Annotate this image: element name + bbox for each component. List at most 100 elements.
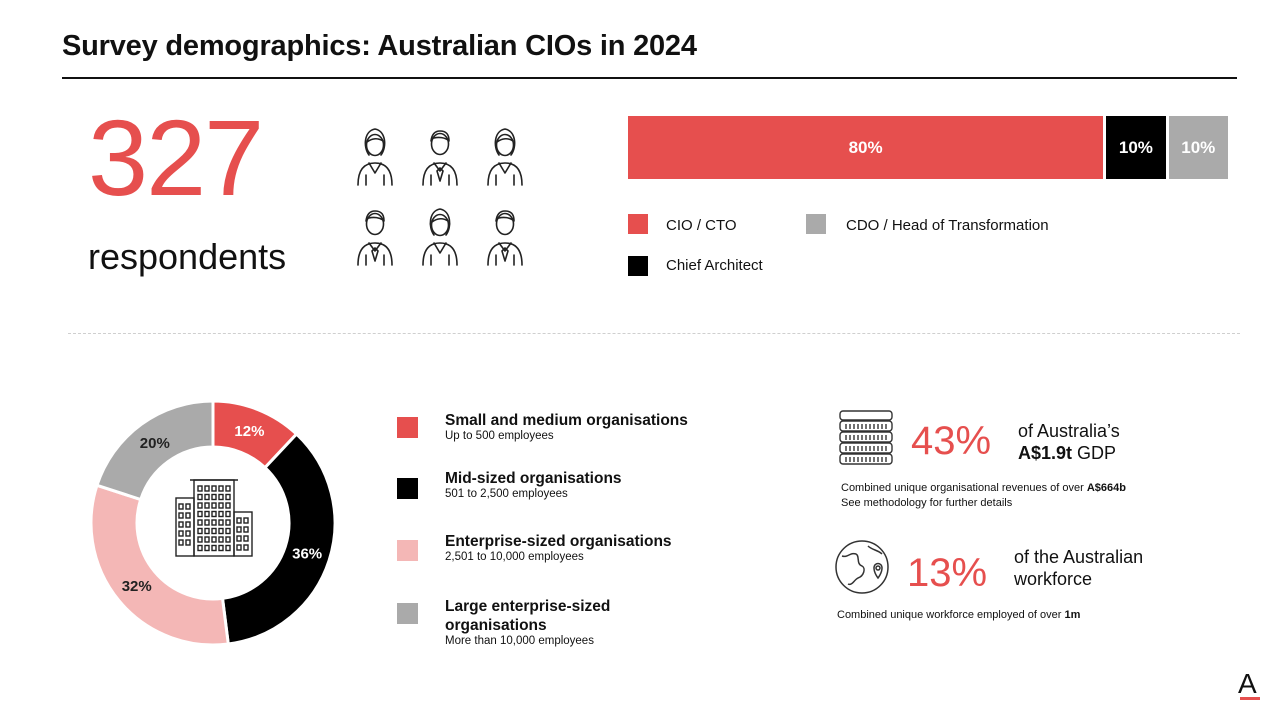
building-window: [225, 510, 231, 518]
male-user-icon: [422, 130, 458, 186]
building-window: [204, 493, 210, 501]
org-swatch-enterprise: [397, 540, 418, 561]
building-window: [178, 530, 184, 537]
building-window: [218, 544, 224, 552]
gdp-percentage: 43%: [911, 419, 992, 463]
gdp-amount: A$1.9t: [1018, 443, 1073, 463]
building-window: [225, 519, 231, 526]
donut-label-0: 12%: [234, 423, 264, 440]
globe-location-icon: [835, 540, 889, 594]
building-window: [211, 493, 217, 501]
role-bar-label-2: 10%: [1181, 137, 1216, 157]
org-subtitle-mid: 501 to 2,500 employees: [445, 488, 568, 500]
building-window: [178, 521, 184, 528]
building-window: [185, 530, 191, 537]
donut-slice-1: [220, 431, 336, 646]
legend-label-cdo: CDO / Head of Transformation: [846, 217, 1049, 234]
section-divider: [68, 333, 1240, 334]
building-window: [204, 536, 210, 543]
building-window: [243, 544, 249, 551]
building-window: [197, 485, 203, 492]
building-window: [218, 527, 224, 535]
building-window: [197, 510, 203, 518]
gdp-line-2: A$1.9t GDP: [1018, 442, 1116, 464]
coins-icon: [839, 410, 893, 465]
building-window: [211, 536, 217, 543]
gdp-suffix: GDP: [1072, 443, 1117, 463]
building-window: [178, 512, 184, 519]
building-window: [197, 493, 203, 501]
building-window: [211, 502, 217, 509]
building-window: [197, 536, 203, 543]
building-window: [204, 544, 210, 552]
legend-swatch-cdo: [806, 214, 826, 234]
female-user-icon: [422, 208, 458, 266]
donut-label-1: 36%: [292, 546, 322, 563]
gdp-methodology-note: See methodology for further details: [841, 497, 1013, 509]
building-window: [211, 510, 217, 518]
building-window: [243, 526, 249, 533]
people-icon-group: [357, 128, 523, 266]
gdp-line-1: of Australia’s: [1018, 421, 1120, 441]
building-window: [218, 493, 224, 501]
building-window: [225, 536, 231, 543]
building-window: [218, 510, 224, 518]
building-window: [197, 502, 203, 509]
building-window: [185, 539, 191, 546]
role-bar-label-0: 80%: [848, 137, 883, 157]
building-window: [204, 519, 210, 526]
building-window: [185, 503, 191, 510]
building-window: [178, 503, 184, 510]
org-title-enterprise: Enterprise-sized organisations: [445, 533, 672, 550]
workforce-line-2: workforce: [1014, 569, 1093, 589]
brand-logo: A: [1238, 668, 1257, 699]
male-user-icon: [487, 210, 523, 266]
building-window: [204, 502, 210, 509]
workforce-note-bold: 1m: [1064, 609, 1081, 621]
building-window: [185, 512, 191, 519]
building-window: [236, 535, 242, 542]
building-window: [236, 517, 242, 524]
donut-label-3: 20%: [140, 435, 170, 452]
building-window: [218, 485, 224, 492]
gdp-note-bold: A$664b: [1086, 482, 1126, 494]
office-building-icon: [175, 479, 253, 557]
title-divider: [62, 77, 1237, 79]
building-window: [178, 539, 184, 546]
org-subtitle-enterprise: 2,501 to 10,000 employees: [445, 551, 584, 563]
building-window: [225, 485, 231, 492]
male-user-icon: [357, 210, 393, 266]
building-window: [197, 544, 203, 552]
building-window: [211, 485, 217, 492]
building-window: [236, 544, 242, 551]
workforce-note: Combined unique workforce employed of ov…: [837, 609, 1080, 621]
building-window: [185, 521, 191, 528]
female-user-icon: [487, 128, 523, 186]
role-bar-label-1: 10%: [1118, 137, 1153, 157]
legend-swatch-architect: [628, 256, 648, 276]
brand-logo-accent: [1240, 697, 1260, 700]
workforce-note-prefix: Combined unique workforce employed of ov…: [837, 609, 1065, 621]
building-window: [225, 502, 231, 509]
legend-label-architect: Chief Architect: [666, 257, 763, 274]
building-window: [211, 519, 217, 526]
building-window: [218, 502, 224, 509]
female-user-icon: [357, 128, 393, 186]
org-title-small: Small and medium organisations: [445, 412, 688, 429]
workforce-percentage: 13%: [907, 551, 988, 595]
gdp-note: Combined unique organisational revenues …: [841, 482, 1126, 494]
org-title-mid: Mid-sized organisations: [445, 470, 622, 487]
org-swatch-mid: [397, 478, 418, 499]
legend-label-cio: CIO / CTO: [666, 217, 737, 234]
building-window: [197, 527, 203, 535]
building-window: [218, 536, 224, 543]
page-title: Survey demographics: Australian CIOs in …: [62, 30, 697, 62]
building-window: [211, 544, 217, 552]
building-window: [225, 493, 231, 501]
donut-label-2: 32%: [122, 578, 152, 595]
respondent-count: 327: [88, 97, 264, 218]
workforce-line-1: of the Australian: [1014, 547, 1144, 567]
org-subtitle-small: Up to 500 employees: [445, 430, 554, 442]
building-window: [236, 526, 242, 533]
building-window: [204, 485, 210, 492]
